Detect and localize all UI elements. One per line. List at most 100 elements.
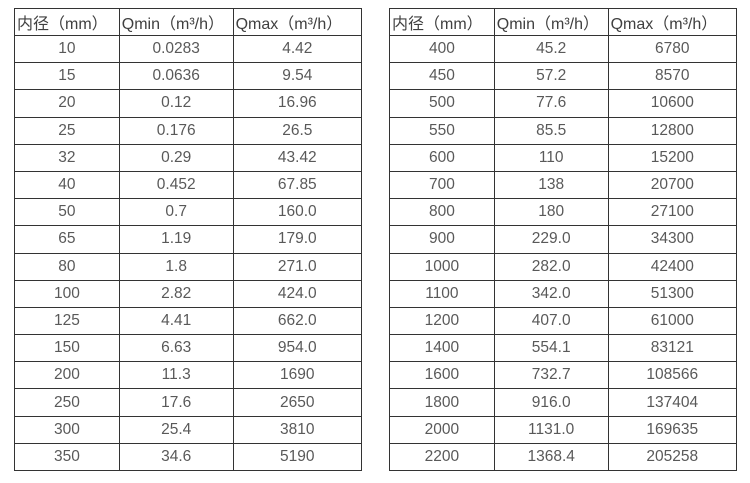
table-row: 300 25.4 3810 (14, 415, 363, 444)
table-row: 1000 282.0 42400 (389, 252, 738, 281)
table-cell: 424.0 (232, 279, 363, 308)
table-cell: 57.2 (493, 62, 609, 91)
table-row: 125 4.41 662.0 (14, 306, 363, 336)
column-header: 内径（mm） (389, 8, 495, 36)
table-cell: 8570 (607, 62, 738, 91)
table-cell: 17.6 (118, 388, 234, 417)
table-cell: 662.0 (232, 306, 363, 336)
table-row: 600 110 15200 (389, 143, 738, 172)
table-cell: 180 (493, 198, 609, 227)
table-cell: 4.41 (118, 306, 234, 336)
table-row: 1600 732.7 108566 (389, 361, 738, 390)
table-row: 100 2.82 424.0 (14, 279, 363, 308)
table-cell: 67.85 (232, 170, 363, 200)
table-cell: 300 (14, 415, 120, 444)
table-cell: 150 (14, 334, 120, 363)
table-row: 1200 407.0 61000 (389, 306, 738, 336)
table-row: 50 0.7 160.0 (14, 198, 363, 227)
table-cell: 0.452 (118, 170, 234, 200)
table-row: 500 77.6 10600 (389, 89, 738, 118)
table-cell: 282.0 (493, 252, 609, 281)
table-cell: 2000 (389, 415, 495, 444)
table-cell: 450 (389, 62, 495, 91)
table-cell: 11.3 (118, 361, 234, 390)
table-cell: 350 (14, 442, 120, 472)
table-cell: 50 (14, 198, 120, 227)
table-cell: 4.42 (232, 34, 363, 64)
table-cell: 43.42 (232, 143, 363, 172)
table-cell: 20700 (607, 170, 738, 200)
table-cell: 40 (14, 170, 120, 200)
table-cell: 160.0 (232, 198, 363, 227)
table-cell: 138 (493, 170, 609, 200)
flow-tables-container: 内径（mm） Qmin（m³/h） Qmax（m³/h） 10 0.0283 4.42 1… (14, 8, 738, 472)
table-row: 65 1.19 179.0 (14, 225, 363, 254)
table-cell: 800 (389, 198, 495, 227)
table-cell: 15200 (607, 143, 738, 172)
table-cell: 1.19 (118, 225, 234, 254)
table-cell: 1200 (389, 306, 495, 336)
table-cell: 169635 (607, 415, 738, 444)
table-row: 700 138 20700 (389, 170, 738, 200)
table-cell: 1000 (389, 252, 495, 281)
header-row: 内径（mm） Qmin（m³/h） Qmax（m³/h） (389, 8, 738, 36)
table-cell: 732.7 (493, 361, 609, 390)
table-row: 900 229.0 34300 (389, 225, 738, 254)
table-cell: 77.6 (493, 89, 609, 118)
table-cell: 0.7 (118, 198, 234, 227)
table-cell: 1600 (389, 361, 495, 390)
table-cell: 20 (14, 89, 120, 118)
column-header: Qmax（m³/h） (232, 8, 363, 36)
table-cell: 9.54 (232, 62, 363, 91)
table-row: 450 57.2 8570 (389, 62, 738, 91)
table-cell: 26.5 (232, 116, 363, 145)
table-cell: 916.0 (493, 388, 609, 417)
table-row: 1100 342.0 51300 (389, 279, 738, 308)
table-cell: 0.12 (118, 89, 234, 118)
table-cell: 179.0 (232, 225, 363, 254)
table-cell: 342.0 (493, 279, 609, 308)
table-cell: 65 (14, 225, 120, 254)
table-row: 10 0.0283 4.42 (14, 34, 363, 64)
table-cell: 2.82 (118, 279, 234, 308)
table-row: 1400 554.1 83121 (389, 334, 738, 363)
table-cell: 16.96 (232, 89, 363, 118)
table-cell: 34300 (607, 225, 738, 254)
flow-table-small-diameters: 内径（mm） Qmin（m³/h） Qmax（m³/h） 10 0.0283 4.42 1… (14, 8, 363, 472)
table-row: 25 0.176 26.5 (14, 116, 363, 145)
table-cell: 45.2 (493, 34, 609, 64)
table-cell: 125 (14, 306, 120, 336)
table-cell: 32 (14, 143, 120, 172)
table-cell: 250 (14, 388, 120, 417)
table-cell: 10 (14, 34, 120, 64)
table-cell: 2650 (232, 388, 363, 417)
table-cell: 1.8 (118, 252, 234, 281)
table-cell: 200 (14, 361, 120, 390)
table-row: 2200 1368.4 205258 (389, 442, 738, 472)
table-row: 400 45.2 6780 (389, 34, 738, 64)
table-cell: 51300 (607, 279, 738, 308)
table-cell: 12800 (607, 116, 738, 145)
table-cell: 6780 (607, 34, 738, 64)
table-row: 150 6.63 954.0 (14, 334, 363, 363)
table-cell: 27100 (607, 198, 738, 227)
column-header: Qmin（m³/h） (493, 8, 609, 36)
table-cell: 1800 (389, 388, 495, 417)
table-cell: 25 (14, 116, 120, 145)
table-row: 2000 1131.0 169635 (389, 415, 738, 444)
table-cell: 3810 (232, 415, 363, 444)
table-row: 200 11.3 1690 (14, 361, 363, 390)
table-row: 20 0.12 16.96 (14, 89, 363, 118)
table-row: 550 85.5 12800 (389, 116, 738, 145)
table-cell: 83121 (607, 334, 738, 363)
table-cell: 100 (14, 279, 120, 308)
table-cell: 700 (389, 170, 495, 200)
table-row: 32 0.29 43.42 (14, 143, 363, 172)
column-header: Qmin（m³/h） (118, 8, 234, 36)
table-cell: 10600 (607, 89, 738, 118)
table-cell: 0.29 (118, 143, 234, 172)
table-row: 1800 916.0 137404 (389, 388, 738, 417)
header-row: 内径（mm） Qmin（m³/h） Qmax（m³/h） (14, 8, 363, 36)
table-cell: 1131.0 (493, 415, 609, 444)
table-cell: 1400 (389, 334, 495, 363)
